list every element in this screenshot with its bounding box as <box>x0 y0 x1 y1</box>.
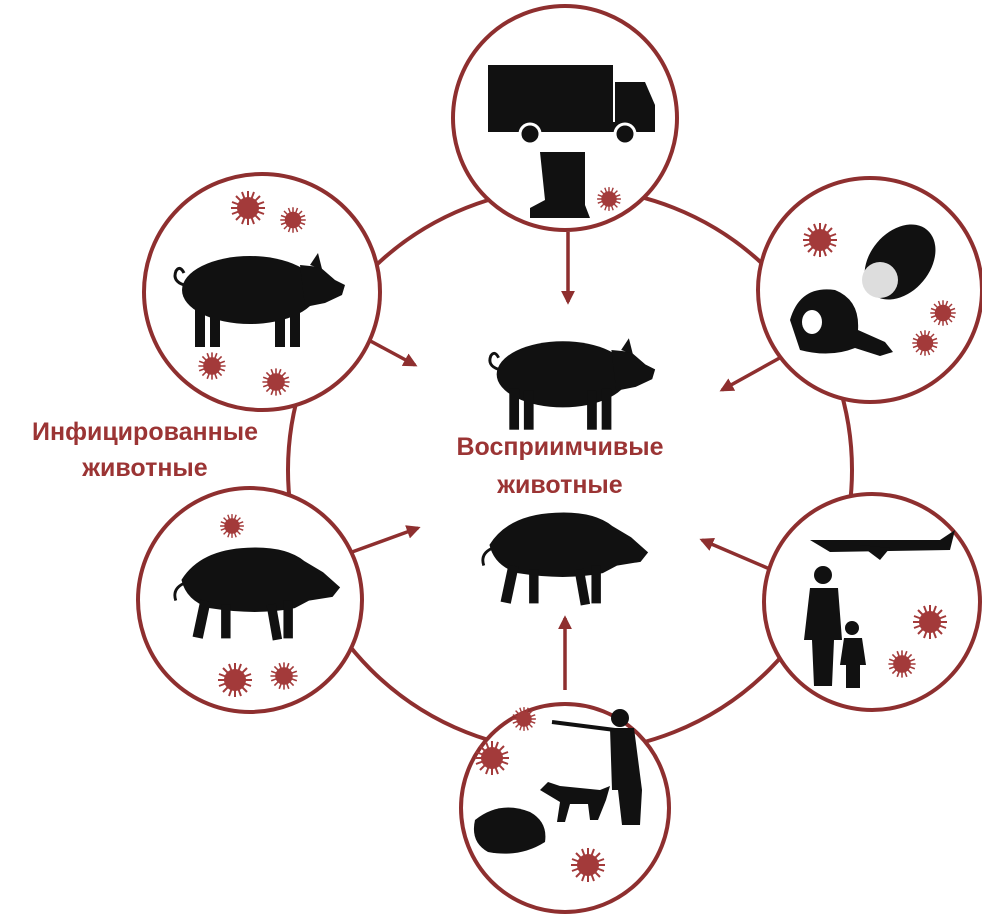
left-label-line: Инфицированные <box>32 418 258 446</box>
infected-boar-circle <box>138 488 362 712</box>
travel-circle <box>764 494 980 710</box>
hunting-circle <box>461 704 669 912</box>
diagram: Инфицированные животные Восприимчивые жи… <box>0 0 982 915</box>
virus <box>597 187 621 211</box>
center-label-line: Восприимчивые <box>456 433 663 461</box>
arrows <box>350 232 785 690</box>
susceptible-pig <box>490 338 655 429</box>
infected-pig-circle <box>144 174 380 410</box>
center-label-line: животные <box>496 471 622 499</box>
food-circle <box>758 178 982 402</box>
transport-circle <box>453 6 677 230</box>
susceptible-boar <box>483 513 648 606</box>
left-label-line: животные <box>81 454 207 482</box>
